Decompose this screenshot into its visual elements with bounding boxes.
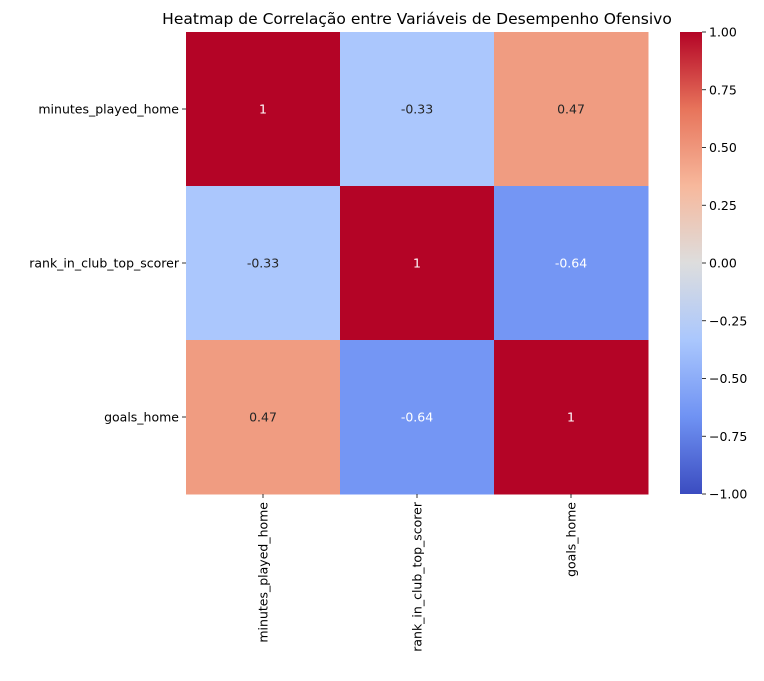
cell-annotation: 0.47 [249, 410, 277, 425]
cell-annotation: 0.47 [557, 102, 585, 117]
colorbar-tick-label: −0.25 [709, 313, 747, 328]
colorbar-tick-label: 0.25 [709, 198, 737, 213]
cell-annotation: 1 [259, 102, 267, 117]
cell-annotation: 1 [567, 410, 575, 425]
heatmap-cell [340, 32, 495, 187]
heatmap-cell [494, 32, 649, 187]
colorbar [680, 32, 702, 494]
heatmap-cell [186, 32, 341, 187]
cell-annotation: -0.33 [401, 102, 433, 117]
colorbar-tick-label: 0.50 [709, 140, 737, 155]
heatmap-cell [186, 186, 341, 341]
cell-annotation: -0.64 [401, 410, 433, 425]
heatmap-cell [186, 340, 341, 495]
x-tick-label: goals_home [564, 502, 579, 577]
cell-annotation: -0.33 [247, 256, 279, 271]
colorbar-ticks: 1.00 0.75 0.50 0.25 0.00 −0.25 −0.50 −0.75 −1.00 [702, 25, 747, 502]
x-tick-label: minutes_played_home [256, 502, 271, 643]
cell-annotation: 1 [413, 256, 421, 271]
chart-title: Heatmap de Correlação entre Variáveis de… [162, 10, 672, 28]
heatmap-cell [494, 340, 649, 495]
heatmap-cell [494, 186, 649, 341]
heatmap-cell [340, 340, 495, 495]
heatmap-cell [340, 186, 495, 341]
colorbar-tick-label: 0.75 [709, 82, 737, 97]
y-axis-ticks: minutes_played_home rank_in_club_top_scor… [29, 102, 186, 425]
x-axis-ticks: minutes_played_home rank_in_club_top_scor… [256, 494, 579, 652]
colorbar-tick-label: −0.75 [709, 429, 747, 444]
y-tick-label: goals_home [104, 410, 179, 425]
colorbar-tick-label: 0.00 [709, 256, 737, 271]
y-tick-label: minutes_played_home [38, 102, 179, 117]
colorbar-tick-label: 1.00 [709, 25, 737, 40]
colorbar-tick-label: −1.00 [709, 487, 747, 502]
heatmap-annotations: 1 -0.33 0.47 -0.33 1 -0.64 0.47 -0.64 1 [247, 102, 587, 425]
colorbar-tick-label: −0.50 [709, 371, 747, 386]
cell-annotation: -0.64 [555, 256, 587, 271]
heatmap-cells [186, 32, 649, 495]
x-tick-label: rank_in_club_top_scorer [410, 501, 425, 652]
y-tick-label: rank_in_club_top_scorer [29, 256, 180, 271]
